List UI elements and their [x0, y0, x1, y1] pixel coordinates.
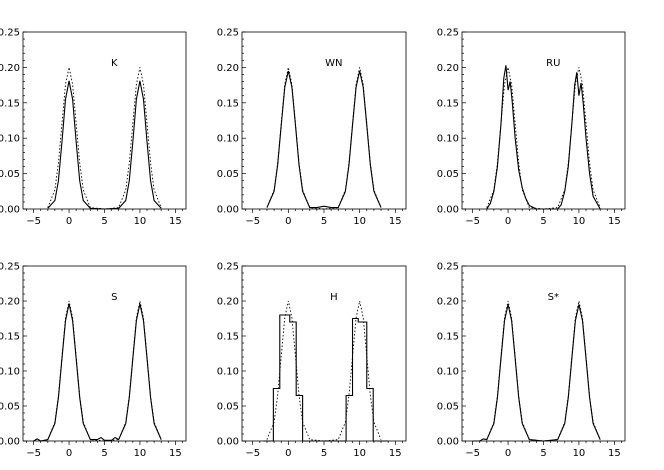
y-tick-label: 0.10 — [437, 367, 459, 378]
y-tick-label: 0.10 — [437, 134, 459, 145]
x-tick-label: 15 — [169, 448, 182, 459]
panel-title: S* — [548, 292, 559, 303]
panel-title: RU — [546, 58, 560, 69]
x-tick-label: 0 — [505, 216, 511, 227]
x-tick-label: 0 — [505, 448, 511, 459]
plot-frame — [461, 265, 626, 442]
x-tick-label: 5 — [101, 216, 107, 227]
y-tick-label: 0.25 — [437, 262, 459, 273]
y-tick-label: 0.00 — [437, 437, 459, 448]
y-tick-label: 0.25 — [0, 28, 20, 39]
y-tick-label: 0.15 — [217, 98, 239, 109]
y-tick-label: 0.05 — [437, 169, 459, 180]
x-tick-label: 10 — [573, 448, 586, 459]
x-tick-label: 10 — [353, 448, 366, 459]
x-tick-label: 15 — [389, 216, 402, 227]
x-tick-label: 10 — [353, 216, 366, 227]
y-tick-label: 0.20 — [0, 63, 20, 74]
y-tick-label: 0.20 — [217, 297, 239, 308]
y-tick-label: 0.00 — [217, 205, 239, 216]
estimate-line — [486, 65, 601, 210]
x-tick-label: 10 — [134, 216, 147, 227]
x-tick-label: −5 — [26, 448, 41, 459]
y-tick-label: 0.05 — [0, 402, 20, 413]
y-tick-label: 0.15 — [437, 332, 459, 343]
panel-4: 0.00 0.05 0.10 0.15 0.20 0.25 −5 0 5 10 15 H — [217, 262, 407, 459]
y-tick-label: 0.20 — [217, 63, 239, 74]
y-tick-label: 0.20 — [437, 63, 459, 74]
x-tick-label: 0 — [285, 216, 291, 227]
estimate-line — [263, 314, 389, 442]
y-tick-label: 0.10 — [217, 134, 239, 145]
estimate-line — [472, 304, 601, 442]
x-tick-label: 15 — [169, 216, 182, 227]
x-tick-label: 5 — [540, 448, 546, 459]
x-tick-label: −5 — [245, 448, 260, 459]
true-density-line — [486, 300, 601, 442]
y-tick-label: 0.15 — [437, 98, 459, 109]
panel-title: K — [111, 58, 118, 69]
x-tick-label: 0 — [66, 448, 72, 459]
x-tick-label: −5 — [465, 448, 480, 459]
y-tick-label: 0.00 — [217, 437, 239, 448]
y-tick-label: 0.05 — [0, 169, 20, 180]
y-tick-label: 0.10 — [0, 367, 20, 378]
plot-frame — [22, 31, 187, 210]
y-tick-label: 0.20 — [0, 297, 20, 308]
true-density-line — [266, 67, 382, 210]
x-tick-label: −5 — [465, 216, 480, 227]
y-tick-label: 0.15 — [0, 98, 20, 109]
panel-title: H — [330, 292, 338, 303]
panel-1: 0.00 0.05 0.10 0.15 0.20 0.25 −5 0 5 10 15 WN — [217, 28, 407, 227]
true-density-line — [266, 300, 382, 442]
panel-2: 0.00 0.05 0.10 0.15 0.20 0.25 −5 0 5 10 15 RU — [437, 28, 626, 227]
estimate-line — [47, 80, 162, 210]
y-tick-label: 0.00 — [0, 437, 20, 448]
x-tick-label: 15 — [608, 216, 621, 227]
plot-frame — [461, 31, 626, 210]
x-tick-label: 0 — [66, 216, 72, 227]
y-tick-label: 0.25 — [0, 262, 20, 273]
x-tick-label: −5 — [26, 216, 41, 227]
y-tick-label: 0.25 — [217, 262, 239, 273]
x-tick-label: −5 — [245, 216, 260, 227]
panel-3: 0.00 0.05 0.10 0.15 0.20 0.25 −5 0 5 10 15 S — [0, 262, 187, 459]
y-tick-label: 0.05 — [217, 402, 239, 413]
x-tick-label: 15 — [389, 448, 402, 459]
y-tick-label: 0.00 — [437, 205, 459, 216]
x-tick-label: 5 — [101, 448, 107, 459]
y-tick-label: 0.15 — [217, 332, 239, 343]
plot-frame — [22, 265, 187, 442]
x-tick-label: 10 — [134, 448, 147, 459]
x-tick-label: 10 — [573, 216, 586, 227]
true-density-line — [47, 67, 162, 210]
x-tick-label: 5 — [321, 448, 327, 459]
x-tick-label: 0 — [285, 448, 291, 459]
x-tick-label: 5 — [540, 216, 546, 227]
y-tick-label: 0.20 — [437, 297, 459, 308]
panel-title: WN — [325, 58, 342, 69]
y-tick-label: 0.05 — [437, 402, 459, 413]
y-tick-label: 0.10 — [217, 367, 239, 378]
panel-5: 0.00 0.05 0.10 0.15 0.20 0.25 −5 0 5 10 15 S* — [437, 262, 626, 459]
y-tick-label: 0.00 — [0, 205, 20, 216]
true-density-line — [47, 300, 162, 442]
estimate-line — [33, 303, 162, 442]
plot-frame — [241, 265, 407, 442]
panel-0: 0.00 0.05 0.10 0.15 0.20 0.25 −5 0 5 10 15 K — [0, 28, 187, 227]
x-tick-label: 15 — [608, 448, 621, 459]
panel-title: S — [111, 292, 117, 303]
y-tick-label: 0.10 — [0, 134, 20, 145]
plot-frame — [241, 31, 407, 210]
y-tick-label: 0.15 — [0, 332, 20, 343]
true-density-line — [486, 67, 601, 210]
y-tick-label: 0.25 — [437, 28, 459, 39]
y-tick-label: 0.05 — [217, 169, 239, 180]
x-tick-label: 5 — [321, 216, 327, 227]
y-tick-label: 0.25 — [217, 28, 239, 39]
